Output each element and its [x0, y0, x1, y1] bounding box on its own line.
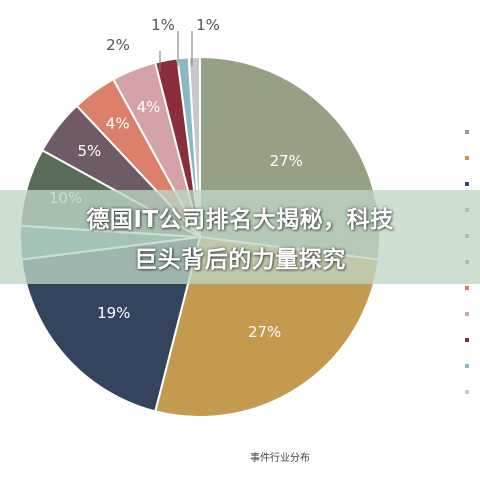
- legend-swatch: [465, 156, 469, 160]
- legend-swatch: [465, 130, 469, 134]
- legend-swatch: [465, 338, 469, 342]
- slice-label: 4%: [137, 98, 161, 116]
- legend-swatch: [465, 390, 469, 394]
- headline-line-1: 德国IT公司排名大揭秘，科技: [86, 207, 394, 233]
- slice-label: 2%: [106, 36, 130, 54]
- slice-label: 1%: [151, 16, 175, 34]
- slice-label: 5%: [77, 142, 101, 160]
- legend-swatch: [465, 286, 469, 290]
- headline-line-2: 巨头背后的力量探究: [134, 247, 346, 273]
- chart-title: 事件行业分布: [250, 453, 310, 464]
- legend-swatch: [465, 364, 469, 368]
- headline-banner: [0, 190, 480, 284]
- slice-label: 4%: [106, 115, 130, 133]
- legend-swatch: [465, 312, 469, 316]
- pie-callouts: 2% 1% 1%: [106, 16, 220, 72]
- slice-label: 27%: [248, 323, 281, 341]
- slice-label: 19%: [97, 304, 130, 322]
- legend-swatch: [465, 182, 469, 186]
- slice-label: 27%: [270, 152, 303, 170]
- slice-label: 1%: [196, 16, 220, 34]
